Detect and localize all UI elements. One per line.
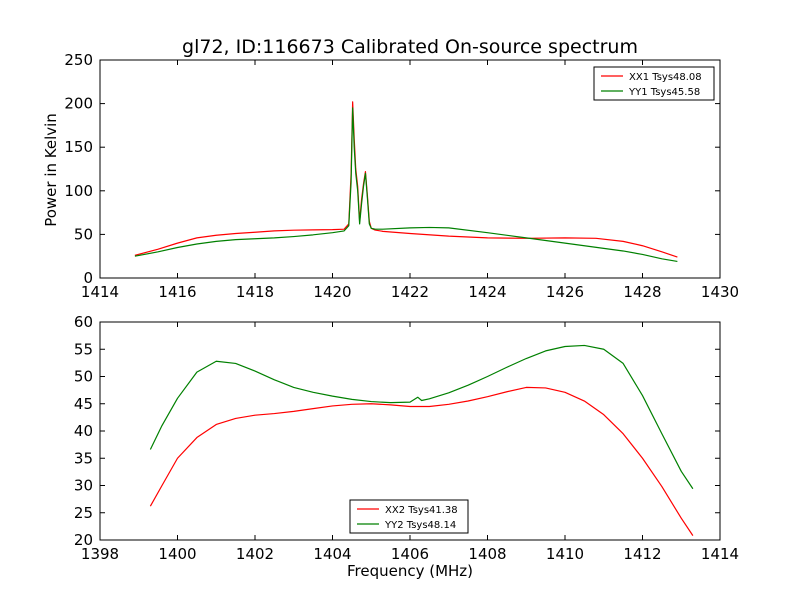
y-tick-label: 25 bbox=[74, 504, 93, 522]
x-tick-label: 1422 bbox=[391, 283, 429, 301]
x-tick-label: 1398 bbox=[81, 545, 119, 563]
x-tick-label: 1404 bbox=[313, 545, 351, 563]
x-tick-label: 1412 bbox=[623, 545, 661, 563]
y-tick-label: 35 bbox=[74, 449, 93, 467]
top-panel-frame bbox=[99, 59, 721, 279]
x-tick-label: 1402 bbox=[236, 545, 274, 563]
top-panel-legend: XX1 Tsys48.08 YY1 Tsys45.58 bbox=[593, 66, 715, 101]
y-tick-label: 250 bbox=[64, 51, 93, 69]
y-tick-label: 50 bbox=[74, 368, 93, 386]
top-panel: 1414 1416 1418 1420 1422 1424 1426 1428 1430 0 50 1… bbox=[64, 51, 739, 301]
legend-label: XX1 Tsys48.08 bbox=[629, 72, 702, 83]
top-panel-ticks: 1414 1416 1418 1420 1422 1424 1426 1428 1430 0 50 1… bbox=[64, 51, 739, 301]
bottom-panel: 1398 1400 1402 1404 1406 1408 1410 1412 1414 20 25… bbox=[74, 313, 739, 563]
y-tick-label: 30 bbox=[74, 477, 93, 495]
figure-title: gl72, ID:116673 Calibrated On-source spe… bbox=[182, 36, 638, 58]
legend-box bbox=[349, 499, 469, 534]
y-tick-label: 55 bbox=[74, 340, 93, 358]
bottom-panel-ticks: 1398 1400 1402 1404 1406 1408 1410 1412 1414 20 25… bbox=[74, 313, 739, 563]
bottom-panel-series bbox=[149, 344, 694, 536]
x-tick-label: 1426 bbox=[546, 283, 584, 301]
y-tick-label: 100 bbox=[64, 182, 93, 200]
x-tick-label: 1414 bbox=[701, 545, 739, 563]
x-tick-label: 1428 bbox=[623, 283, 661, 301]
y-axis-label: Power in Kelvin bbox=[42, 113, 60, 227]
x-tick-label: 1408 bbox=[468, 545, 506, 563]
y-tick-label: 45 bbox=[74, 395, 93, 413]
series-line-yy bbox=[149, 344, 694, 490]
legend-label: YY1 Tsys45.58 bbox=[628, 87, 700, 98]
y-tick-label: 20 bbox=[74, 531, 93, 549]
y-tick-label: 200 bbox=[64, 95, 93, 113]
y-tick-label: 50 bbox=[74, 225, 93, 243]
bottom-panel-legend: XX2 Tsys41.38 YY2 Tsys48.14 bbox=[349, 499, 469, 534]
y-tick-label: 60 bbox=[74, 313, 93, 331]
y-tick-label: 40 bbox=[74, 422, 93, 440]
legend-label: YY2 Tsys48.14 bbox=[384, 520, 456, 531]
x-tick-label: 1430 bbox=[701, 283, 739, 301]
x-tick-label: 1410 bbox=[546, 545, 584, 563]
x-tick-label: 1416 bbox=[158, 283, 196, 301]
top-panel-series bbox=[134, 101, 678, 263]
x-tick-label: 1400 bbox=[158, 545, 196, 563]
legend-label: XX2 Tsys41.38 bbox=[385, 505, 458, 516]
x-tick-label: 1424 bbox=[468, 283, 506, 301]
y-tick-label: 0 bbox=[83, 269, 93, 287]
x-axis-label: Frequency (MHz) bbox=[347, 562, 473, 580]
x-tick-label: 1414 bbox=[81, 283, 119, 301]
y-tick-label: 150 bbox=[64, 138, 93, 156]
bottom-panel-frame bbox=[99, 321, 721, 541]
legend-box bbox=[593, 66, 715, 101]
x-tick-label: 1418 bbox=[236, 283, 274, 301]
series-line-yy bbox=[134, 107, 678, 263]
x-tick-label: 1420 bbox=[313, 283, 351, 301]
x-tick-label: 1406 bbox=[391, 545, 429, 563]
series-line-xx bbox=[149, 386, 694, 536]
